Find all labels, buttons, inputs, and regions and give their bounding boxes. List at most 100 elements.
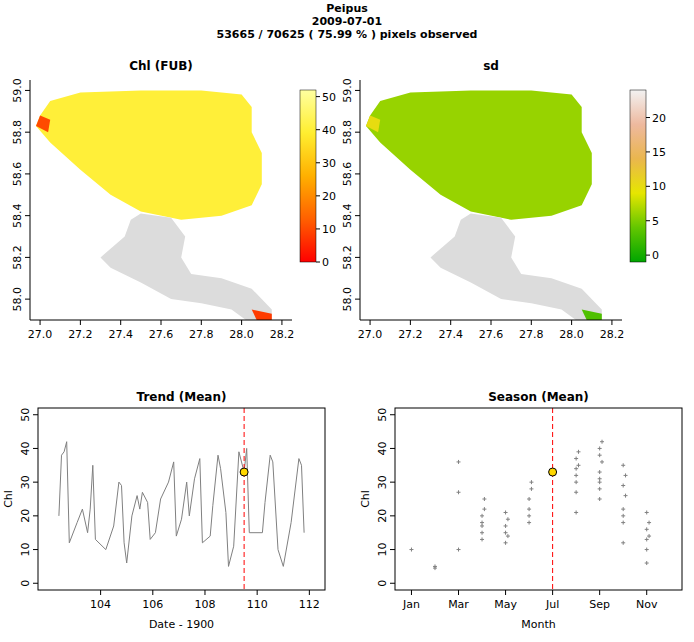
y-tick-label: 58.4 bbox=[11, 203, 24, 228]
season-point bbox=[504, 531, 508, 535]
season-point bbox=[621, 484, 625, 488]
season-point bbox=[574, 480, 578, 484]
season-point bbox=[409, 548, 413, 552]
x-tick-label: 27.8 bbox=[519, 328, 544, 341]
colorbar-tick-label: 40 bbox=[322, 124, 336, 137]
figure-title: 53665 / 70625 ( 75.99 % ) pixels observe… bbox=[217, 28, 478, 41]
y-tick bbox=[355, 132, 360, 133]
x-tick-label: 27.4 bbox=[438, 328, 463, 341]
y-tick-label: 58.6 bbox=[341, 162, 354, 187]
season-point bbox=[598, 497, 602, 501]
y-tick bbox=[355, 90, 360, 91]
season-point bbox=[527, 521, 531, 525]
season-point bbox=[574, 490, 578, 494]
y-tick bbox=[390, 414, 395, 415]
x-tick bbox=[281, 320, 282, 325]
x-tick-label: 27.4 bbox=[108, 328, 133, 341]
colorbar-tick bbox=[646, 220, 650, 221]
season-point bbox=[621, 514, 625, 518]
x-tick bbox=[531, 320, 532, 325]
season-point bbox=[529, 480, 533, 484]
season-point bbox=[457, 490, 461, 494]
x-tick-label: 112 bbox=[299, 598, 320, 611]
x-tick bbox=[411, 590, 412, 595]
y-tick bbox=[25, 90, 30, 91]
x-tick-label: Nov bbox=[636, 598, 658, 611]
figure-title: 2009-07-01 bbox=[312, 15, 382, 28]
colorbar-tick-label: 50 bbox=[322, 91, 336, 104]
x-tick bbox=[450, 320, 451, 325]
lake-area bbox=[366, 90, 592, 219]
y-tick bbox=[33, 414, 38, 415]
season-point bbox=[574, 473, 578, 477]
x-axis-title: Date - 1900 bbox=[149, 618, 214, 631]
season-point bbox=[621, 507, 625, 511]
y-tick bbox=[25, 257, 30, 258]
y-tick-label: 30 bbox=[376, 475, 389, 489]
y-tick-label: 59.0 bbox=[11, 78, 24, 103]
lake-area bbox=[366, 116, 380, 133]
y-tick-label: 20 bbox=[19, 509, 32, 523]
season-point bbox=[480, 531, 484, 535]
x-tick-label: 28.2 bbox=[600, 328, 625, 341]
colorbar-tick-label: 20 bbox=[322, 190, 336, 203]
y-tick bbox=[355, 299, 360, 300]
y-tick bbox=[33, 515, 38, 516]
y-tick-label: 58.6 bbox=[11, 162, 24, 187]
x-tick bbox=[40, 320, 41, 325]
panel-title: Trend (Mean) bbox=[137, 390, 227, 404]
x-tick bbox=[152, 590, 153, 595]
season-point bbox=[621, 541, 625, 545]
x-tick-label: 104 bbox=[90, 598, 111, 611]
season-point bbox=[645, 537, 649, 541]
season-point bbox=[529, 487, 533, 491]
season-point bbox=[457, 548, 461, 552]
y-tick-label: 50 bbox=[376, 408, 389, 422]
y-tick bbox=[390, 515, 395, 516]
season-point bbox=[621, 521, 625, 525]
season-point bbox=[482, 507, 486, 511]
colorbar-tick-label: 20 bbox=[652, 112, 666, 125]
colorbar-tick bbox=[316, 162, 320, 163]
x-tick bbox=[257, 590, 258, 595]
y-tick-label: 59.0 bbox=[341, 78, 354, 103]
panel-title: Season (Mean) bbox=[488, 390, 589, 404]
y-tick bbox=[25, 299, 30, 300]
season-point bbox=[576, 450, 580, 454]
colorbar-tick-label: 0 bbox=[652, 249, 659, 262]
x-tick-label: Mar bbox=[448, 598, 469, 611]
y-tick bbox=[390, 482, 395, 483]
season-point bbox=[621, 463, 625, 467]
x-tick-label: 106 bbox=[142, 598, 163, 611]
x-tick bbox=[309, 590, 310, 595]
y-tick bbox=[25, 215, 30, 216]
y-tick-label: 58.8 bbox=[11, 120, 24, 145]
season-point bbox=[482, 497, 486, 501]
x-tick bbox=[120, 320, 121, 325]
colorbar bbox=[300, 90, 316, 262]
season-point bbox=[480, 514, 484, 518]
x-tick bbox=[100, 590, 101, 595]
y-tick bbox=[33, 482, 38, 483]
date-line bbox=[244, 408, 245, 590]
figure-title: Peipus bbox=[326, 2, 368, 15]
season-point bbox=[645, 510, 649, 514]
colorbar-tick bbox=[646, 186, 650, 187]
plot-area bbox=[59, 408, 304, 590]
x-tick bbox=[370, 320, 371, 325]
season-point bbox=[624, 473, 628, 477]
x-axis-title: Month bbox=[521, 618, 556, 631]
season-point bbox=[647, 521, 651, 525]
colorbar-tick bbox=[316, 228, 320, 229]
x-tick-label: 27.2 bbox=[398, 328, 423, 341]
x-tick bbox=[80, 320, 81, 325]
x-tick-label: 27.6 bbox=[479, 328, 504, 341]
y-tick-label: 0 bbox=[376, 580, 389, 587]
y-tick bbox=[355, 215, 360, 216]
x-tick bbox=[491, 320, 492, 325]
colorbar-tick bbox=[646, 151, 650, 152]
season-point bbox=[574, 457, 578, 461]
y-tick-label: 0 bbox=[19, 580, 32, 587]
x-tick bbox=[161, 320, 162, 325]
y-tick bbox=[390, 583, 395, 584]
